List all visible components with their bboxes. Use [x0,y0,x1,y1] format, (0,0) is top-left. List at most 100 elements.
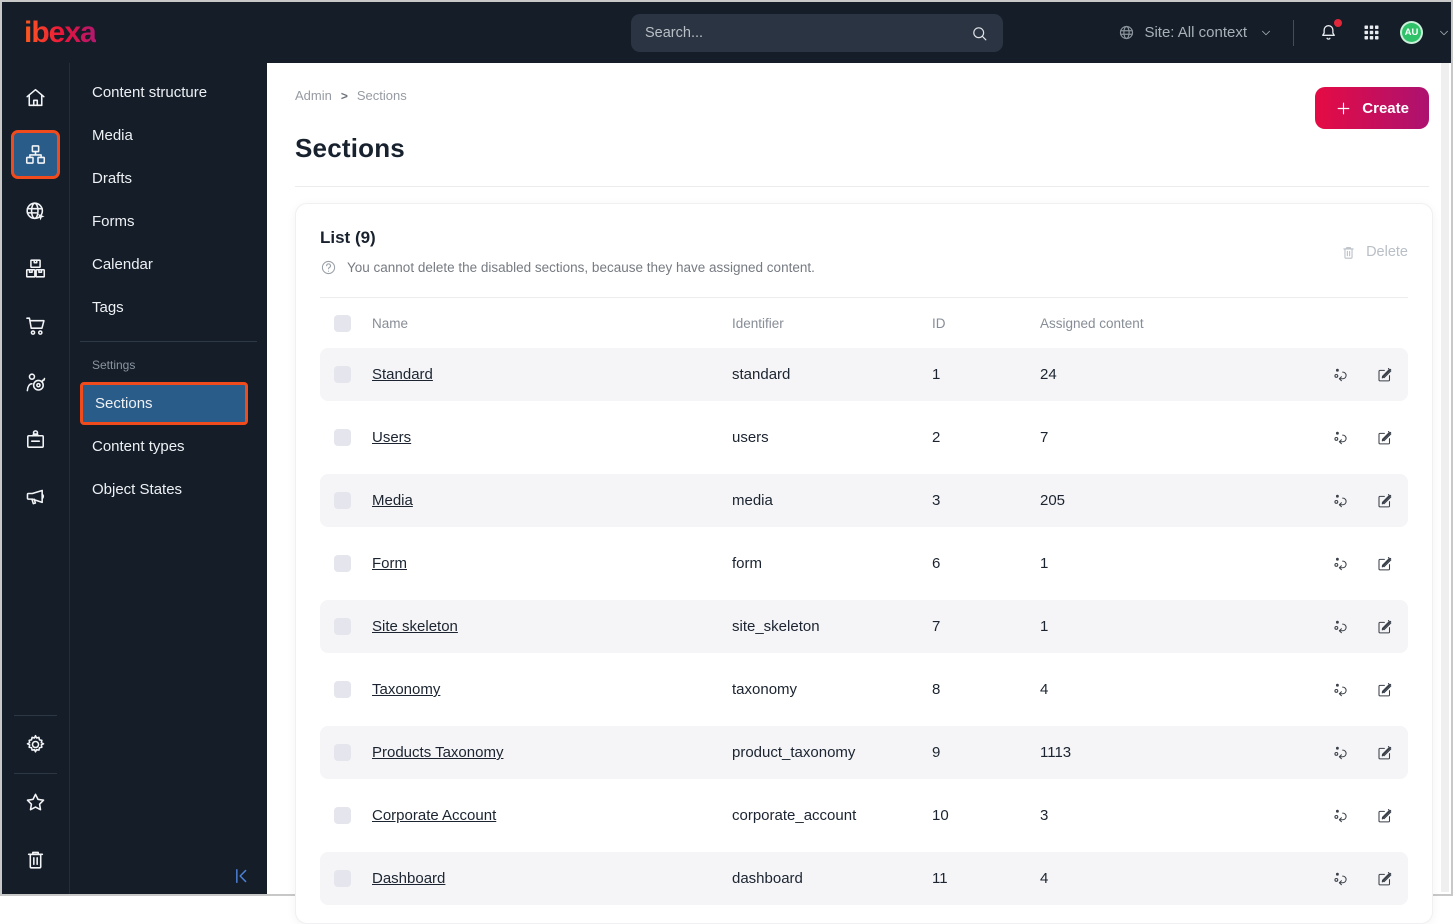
assign-content-button[interactable] [1332,429,1350,447]
row-checkbox[interactable] [334,681,351,698]
rail-item-marketing[interactable] [2,468,69,525]
edit-button[interactable] [1376,870,1394,888]
edit-button[interactable] [1376,366,1394,384]
assign-content-button[interactable] [1332,492,1350,510]
sidebar-collapse-button[interactable] [231,866,251,886]
assign-content-button[interactable] [1332,555,1350,573]
edit-button[interactable] [1376,807,1394,825]
rail-item-site[interactable] [2,183,69,240]
assign-content-button[interactable] [1332,744,1350,762]
section-name-link[interactable]: Dashboard [372,870,446,887]
delete-button[interactable]: Delete [1340,244,1408,261]
rail-item-product-catalog[interactable] [2,240,69,297]
breadcrumb-admin[interactable]: Admin [295,88,332,103]
main-content: Admin > Sections Create Sections List (9… [267,63,1451,924]
header-divider [295,186,1429,187]
section-name-link[interactable]: Corporate Account [372,807,497,824]
sidebar-item-object-states[interactable]: Object States [70,468,267,511]
global-search[interactable] [631,14,1003,52]
rail-item-commerce[interactable] [2,297,69,354]
assign-content-button[interactable] [1332,366,1350,384]
section-id: 7 [932,618,941,635]
section-name-link[interactable]: Site skeleton [372,618,458,635]
row-checkbox[interactable] [334,429,351,446]
sidebar-item-tags[interactable]: Tags [70,286,267,329]
edit-button[interactable] [1376,681,1394,699]
row-checkbox[interactable] [334,744,351,761]
rail-item-trash[interactable] [2,831,69,888]
edit-button[interactable] [1376,618,1394,636]
edit-button[interactable] [1376,555,1394,573]
search-input[interactable] [645,25,970,41]
search-icon[interactable] [970,24,989,43]
user-avatar[interactable]: AU [1400,21,1423,44]
rail-item-admin[interactable] [2,716,69,773]
row-checkbox[interactable] [334,366,351,383]
edit-icon [1376,366,1394,384]
section-name-link[interactable]: Products Taxonomy [372,744,504,761]
section-assigned-content: 1113 [1040,744,1072,761]
breadcrumb-current: Sections [356,88,407,103]
gear-icon [23,732,48,757]
section-identifier: form [732,555,762,572]
table-row: Products Taxonomy product_taxonomy 9 111… [320,726,1408,779]
chevron-down-icon [1259,26,1273,40]
edit-button[interactable] [1376,429,1394,447]
sidebar-item-forms[interactable]: Forms [70,200,267,243]
personalization-icon [23,370,48,395]
edit-icon [1376,492,1394,510]
site-context-selector[interactable]: Site: All context [1117,23,1273,42]
sidebar-item-sections[interactable]: Sections [80,382,248,425]
row-checkbox[interactable] [334,807,351,824]
section-identifier: product_taxonomy [732,744,856,761]
apps-menu-button[interactable] [1357,18,1386,47]
assign-content-button[interactable] [1332,807,1350,825]
rail-item-content-structure[interactable] [11,130,60,179]
table-row: Media media 3 205 [320,474,1408,527]
rail-item-personalization[interactable] [2,354,69,411]
list-info-text: You cannot delete the disabled sections,… [347,260,815,275]
assign-content-button[interactable] [1332,870,1350,888]
sidebar-item-media[interactable]: Media [70,114,267,157]
row-checkbox[interactable] [334,870,351,887]
collapse-icon [231,866,251,886]
plus-icon [1335,100,1352,117]
section-assigned-content: 24 [1040,366,1057,383]
column-header-assigned-content: Assigned content [1040,315,1144,331]
sections-table-body: Standard standard 1 24 Users users 2 7 [320,348,1408,905]
scrollbar-track[interactable] [1441,63,1449,892]
ibexa-logo[interactable]: ibexa [24,15,97,49]
row-checkbox[interactable] [334,618,351,635]
section-name-link[interactable]: Form [372,555,407,572]
rail-item-customer-portal[interactable] [2,411,69,468]
assign-icon [1332,429,1350,447]
marketing-megaphone-icon [23,484,48,509]
sidebar-item-drafts[interactable]: Drafts [70,157,267,200]
assign-content-button[interactable] [1332,681,1350,699]
table-row: Form form 6 1 [320,537,1408,590]
select-all-checkbox[interactable] [334,314,351,332]
card-divider [320,297,1408,298]
sidebar-item-calendar[interactable]: Calendar [70,243,267,286]
sidebar-item-content-types[interactable]: Content types [70,425,267,468]
row-checkbox[interactable] [334,492,351,509]
section-name-link[interactable]: Taxonomy [372,681,441,698]
rail-item-bookmarks[interactable] [2,774,69,831]
section-assigned-content: 1 [1040,618,1049,635]
edit-button[interactable] [1376,744,1394,762]
notifications-button[interactable] [1314,18,1343,47]
section-name-link[interactable]: Media [372,492,413,509]
table-header-row: Name Identifier ID Assigned content [320,298,1408,348]
create-button[interactable]: Create [1315,87,1429,129]
section-assigned-content: 7 [1040,429,1049,446]
assign-icon [1332,366,1350,384]
section-name-link[interactable]: Standard [372,366,433,383]
assign-content-button[interactable] [1332,618,1350,636]
section-name-link[interactable]: Users [372,429,412,446]
row-checkbox[interactable] [334,555,351,572]
assign-icon [1332,807,1350,825]
rail-item-home[interactable] [2,69,69,126]
sidebar-item-content-structure[interactable]: Content structure [70,71,267,114]
user-menu-chevron-icon[interactable] [1437,26,1451,40]
edit-button[interactable] [1376,492,1394,510]
